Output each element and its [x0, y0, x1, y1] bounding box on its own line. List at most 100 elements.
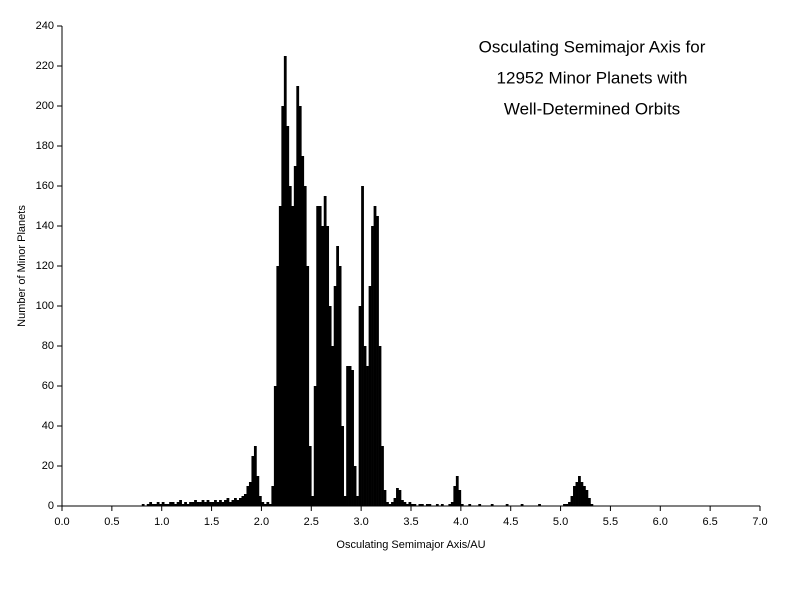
- x-axis-label: Osculating Semimajor Axis/AU: [336, 539, 485, 551]
- bar: [587, 498, 591, 506]
- bar: [231, 500, 235, 506]
- bar: [204, 502, 207, 506]
- bar: [211, 502, 215, 506]
- bar: [413, 504, 417, 506]
- x-tick-label: 6.0: [653, 516, 668, 528]
- bar: [520, 504, 524, 506]
- y-tick-label: 240: [36, 20, 54, 32]
- x-tick-label: 6.5: [702, 516, 717, 528]
- x-tick-label: 3.5: [403, 516, 418, 528]
- bar: [281, 106, 285, 506]
- bar: [450, 502, 454, 506]
- bar: [331, 346, 335, 506]
- bar: [435, 504, 439, 506]
- bar: [209, 502, 212, 506]
- bar: [583, 486, 586, 506]
- y-tick-label: 120: [36, 260, 54, 272]
- bar: [268, 504, 272, 506]
- bar: [179, 500, 182, 506]
- y-axis-label: Number of Minor Planets: [16, 205, 28, 327]
- bar: [376, 216, 379, 506]
- bar: [214, 500, 217, 506]
- bar: [328, 306, 332, 506]
- bar: [573, 486, 576, 506]
- bar: [251, 456, 255, 506]
- bar: [363, 346, 367, 506]
- bar: [378, 346, 382, 506]
- y-tick-label: 100: [36, 300, 54, 312]
- bar: [460, 504, 464, 506]
- bar: [371, 226, 374, 506]
- title-line: 12952 Minor Planets with: [497, 68, 688, 87]
- bar: [458, 490, 462, 506]
- bar: [216, 502, 220, 506]
- bar: [570, 496, 574, 506]
- bar: [241, 496, 245, 506]
- bar: [393, 498, 397, 506]
- y-tick-label: 180: [36, 140, 54, 152]
- bar: [283, 56, 287, 506]
- bar: [336, 246, 340, 506]
- bar: [151, 504, 155, 506]
- bar: [258, 496, 262, 506]
- bar: [196, 502, 200, 506]
- x-tick-label: 0.0: [54, 516, 69, 528]
- bar: [490, 504, 494, 506]
- bar: [318, 206, 322, 506]
- y-tick-label: 0: [48, 500, 54, 512]
- bar: [505, 504, 509, 506]
- bar: [226, 498, 230, 506]
- bar: [373, 206, 377, 506]
- bar: [224, 500, 227, 506]
- bar: [166, 504, 170, 506]
- bar: [403, 502, 407, 506]
- bar: [368, 286, 372, 506]
- bar: [169, 502, 172, 506]
- bar: [308, 446, 312, 506]
- bar: [356, 496, 359, 506]
- bar: [396, 488, 399, 506]
- bar: [418, 504, 422, 506]
- bar: [326, 226, 330, 506]
- bar: [248, 482, 252, 506]
- bar: [455, 476, 459, 506]
- y-tick-label: 60: [42, 380, 54, 392]
- bar: [176, 502, 180, 506]
- bar: [303, 186, 307, 506]
- bar: [448, 504, 452, 506]
- bar: [565, 504, 569, 506]
- bar: [186, 504, 190, 506]
- bar: [388, 504, 392, 506]
- bar: [219, 500, 222, 506]
- y-tick-label: 220: [36, 60, 54, 72]
- bar: [189, 502, 192, 506]
- bar: [398, 490, 402, 506]
- bar: [246, 486, 250, 506]
- bar: [243, 494, 247, 506]
- bar: [229, 502, 232, 506]
- bar: [428, 504, 432, 506]
- bar: [288, 186, 292, 506]
- bar: [256, 476, 260, 506]
- bar: [238, 498, 242, 506]
- bar: [361, 186, 364, 506]
- bar: [401, 500, 404, 506]
- bar: [348, 366, 352, 506]
- bar: [538, 504, 541, 506]
- x-tick-label: 4.5: [503, 516, 518, 528]
- bar: [221, 502, 225, 506]
- bar: [191, 502, 195, 506]
- bar: [351, 370, 354, 506]
- bar: [164, 504, 167, 506]
- bar: [236, 500, 240, 506]
- bar: [271, 486, 275, 506]
- bar: [478, 504, 482, 506]
- bar: [333, 286, 337, 506]
- title-line: Osculating Semimajor Axis for: [479, 37, 706, 56]
- bar: [298, 106, 302, 506]
- bar: [578, 476, 581, 506]
- bar: [301, 156, 305, 506]
- title-line: Well-Determined Orbits: [504, 99, 680, 118]
- bar: [381, 446, 384, 506]
- bar: [341, 426, 344, 506]
